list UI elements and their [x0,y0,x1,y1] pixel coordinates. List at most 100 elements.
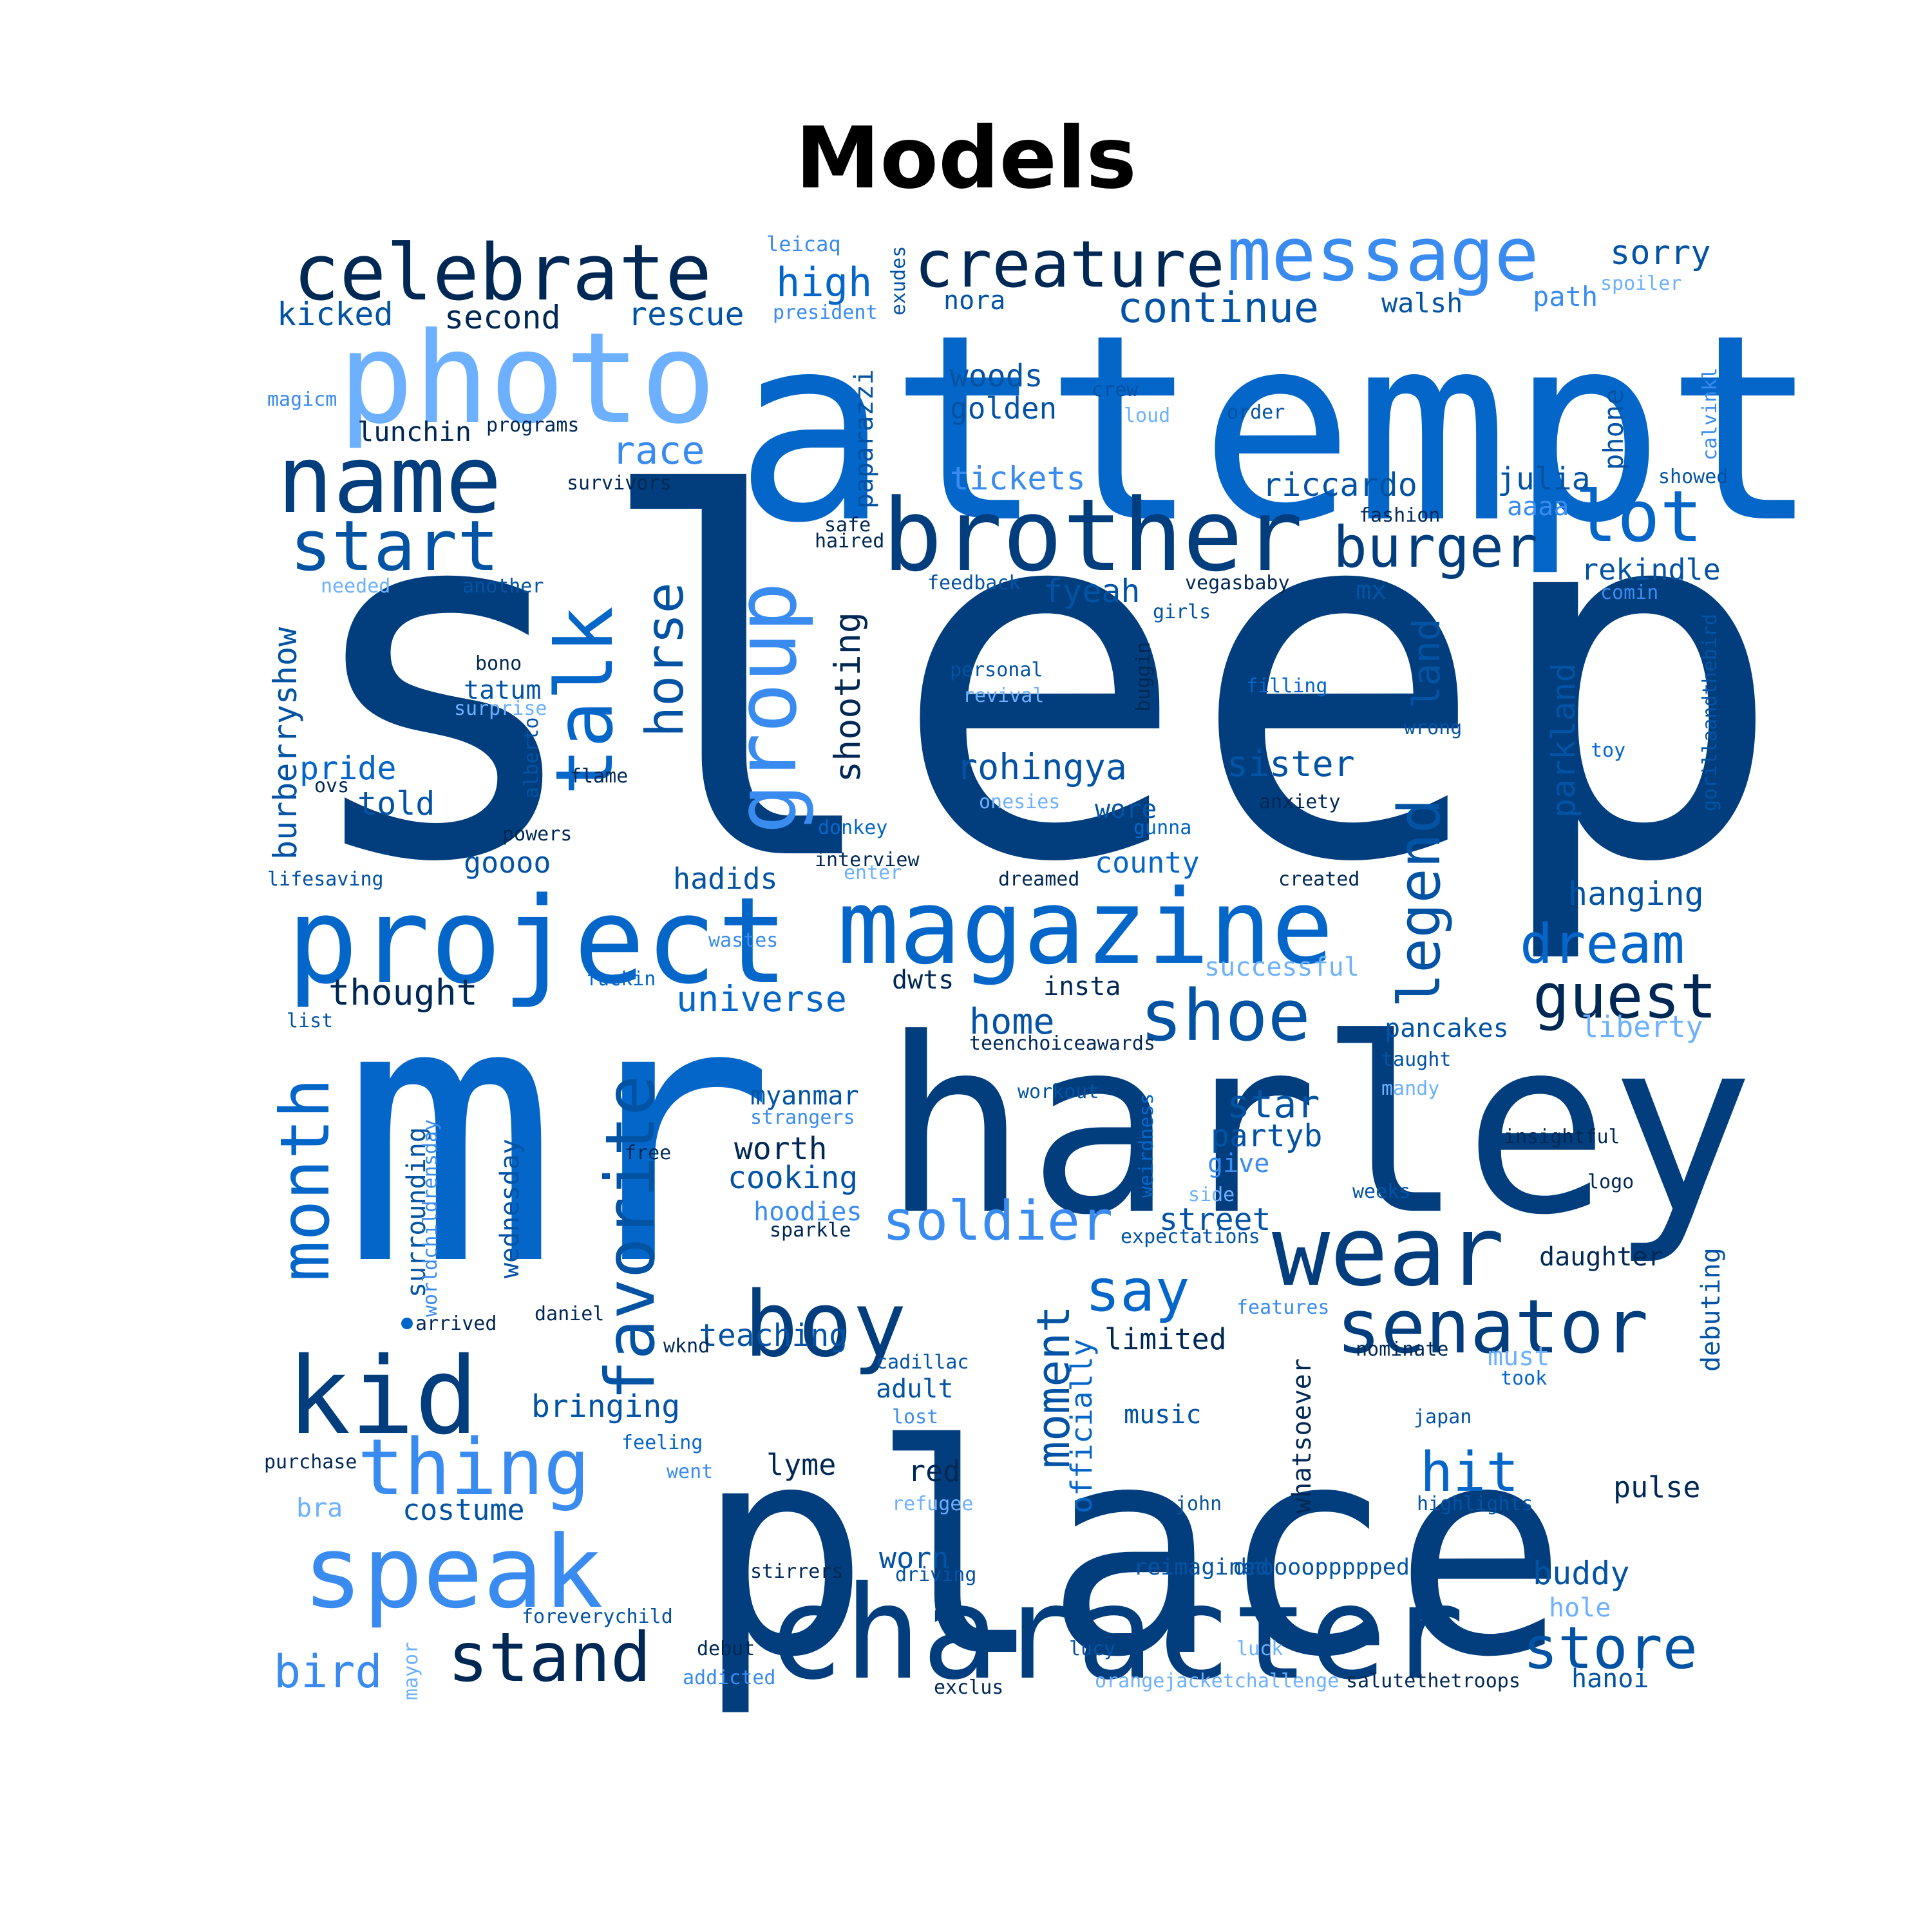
cloud-word: dreamed [998,868,1079,891]
cloud-word: stirrers [750,1560,844,1583]
cloud-word: adult [876,1374,953,1404]
cloud-word: kid [287,1334,478,1458]
cloud-word: rescue [628,296,744,333]
cloud-word: golden [950,391,1057,426]
cloud-word: workout [1018,1081,1099,1103]
cloud-word: pancakes [1385,1014,1509,1043]
cloud-word: refugee [892,1493,973,1515]
cloud-word: path [1533,281,1598,312]
cloud-word: president [773,301,878,324]
cloud-word: harley [882,987,1755,1268]
cloud-word: legend [1386,799,1454,1008]
cloud-word: wastes [708,929,778,952]
cloud-word: universe [676,978,847,1019]
cloud-word: store [1523,1615,1698,1682]
cloud-word: shooting [827,612,868,782]
cloud-word: moment [1027,1305,1080,1468]
cloud-word: lyme [766,1448,836,1482]
cloud-word: john [1175,1493,1222,1515]
cloud-word: buggin [1132,642,1155,712]
cloud-word: mayor [400,1642,422,1700]
cloud-word: attempt [734,280,1820,580]
cloud-word: whatsoever [1287,1358,1317,1513]
cloud-word: limited [1104,1322,1227,1356]
cloud-word: project [287,871,789,1010]
cloud-word: cooking [728,1160,858,1196]
cloud-word: strangers [750,1106,855,1129]
cloud-word: favorite [591,1075,670,1401]
cloud-word: personal [950,659,1043,681]
cloud-word: brother [882,477,1303,594]
cloud-word: spoiler [1600,272,1681,295]
cloud-word: say [1085,1257,1190,1325]
cloud-word: speak [303,1514,603,1631]
cloud-word: thought [328,972,478,1013]
cloud-word: features [1236,1296,1330,1319]
cloud-word: rekindle [1581,553,1721,587]
cloud-word: dwts [892,965,954,995]
bullet-dot [401,1318,413,1329]
cloud-word: worn [879,1541,949,1575]
cloud-word: race [612,428,705,473]
cloud-word: comin [1600,582,1658,604]
cloud-word: character [766,1558,1464,1709]
cloud-word: cadillac [876,1351,969,1374]
cloud-word: hoodies [753,1197,862,1227]
cloud-word: land [1405,618,1448,708]
cloud-word: lost [892,1406,938,1428]
cloud-word: fuckin [586,968,656,990]
cloud-word: created [1278,868,1359,891]
cloud-word: lot [1575,475,1703,558]
cloud-word: month [266,1078,345,1282]
cloud-word: wednesday [495,1139,525,1278]
cloud-word: surprise [454,697,547,720]
cloud-word: wknd [663,1335,710,1358]
cloud-word: took [1501,1367,1547,1390]
cloud-word: hole [1549,1593,1611,1623]
cloud-word: order [1227,401,1285,424]
cloud-word: celebrate [293,229,712,318]
cloud-word: hadids [673,862,778,896]
cloud-word: safe [824,514,871,536]
cloud-word: crew [1092,379,1139,401]
cloud-word: filling [1246,675,1327,697]
cloud-word: buddy [1533,1555,1630,1592]
cloud-word: another [462,575,544,598]
cloud-word: stand [448,1618,651,1697]
cloud-word: sparkle [770,1219,851,1242]
cloud-word: daughter [1539,1242,1663,1272]
cloud-word: magazine [837,867,1334,987]
cloud-word: enter [844,862,902,884]
cloud-word: thing [357,1423,590,1513]
cloud-word: partyb [1211,1118,1322,1154]
cloud-word: list [287,1010,333,1032]
cloud-word: gunna [1133,817,1191,839]
cloud-word: goooo [464,846,551,880]
cloud-word: street [1159,1202,1271,1238]
cloud-word: worldchildrensday [419,1119,442,1317]
cloud-word: bringing [531,1388,680,1425]
cloud-word: exclus [934,1676,1003,1699]
cloud-word: county [1095,846,1200,880]
cloud-word: arrived [415,1312,497,1335]
cloud-word: daniel [535,1303,604,1325]
cloud-word: hanoi [1571,1664,1649,1694]
cloud-word: high [776,259,872,306]
cloud-word: sleep [293,393,1786,971]
cloud-word: liberty [1581,1010,1703,1044]
cloud-word: woods [950,358,1043,394]
cloud-word: wrong [1404,717,1462,739]
cloud-word: leicaq [766,232,841,256]
cloud-word: insta [1043,972,1121,1001]
cloud-word: name [277,426,502,535]
page-title: Models [795,109,1137,208]
cloud-word: star [1227,1082,1320,1127]
cloud-word: purchase [264,1451,357,1473]
cloud-word: free [625,1142,671,1164]
cloud-word: costume [402,1493,525,1527]
cloud-word: creature [914,227,1225,302]
cloud-word: continue [1117,284,1319,332]
cloud-word: mr [341,925,775,1345]
cloud-word: nora [943,286,1005,316]
